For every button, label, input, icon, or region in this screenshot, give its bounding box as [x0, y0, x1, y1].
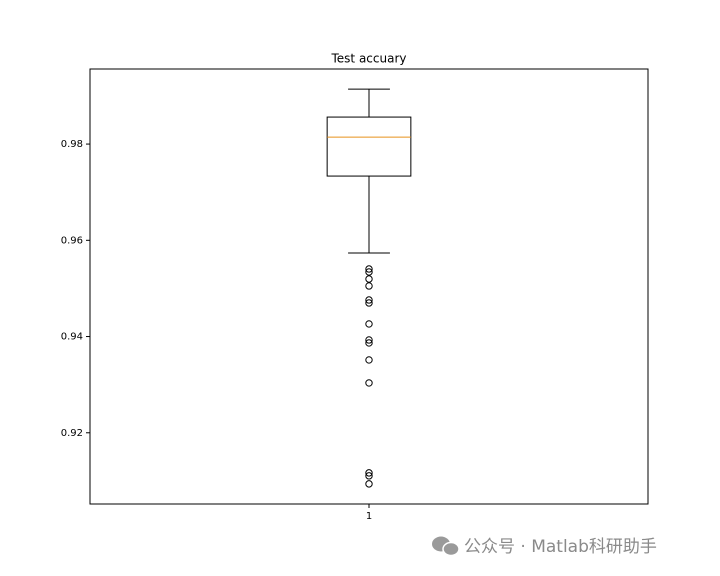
- y-tick-label: 0.94: [61, 332, 83, 343]
- plot-frame: [89, 68, 649, 505]
- watermark: 公众号 · Matlab科研助手: [464, 537, 657, 557]
- watermark-icon: [432, 536, 460, 557]
- flier: [365, 356, 373, 364]
- flier: [365, 379, 373, 387]
- flier: [365, 275, 373, 283]
- flier: [365, 469, 373, 477]
- flier: [365, 480, 373, 488]
- flier: [365, 268, 373, 276]
- flier: [365, 299, 373, 307]
- flier: [365, 320, 373, 328]
- flier: [365, 339, 373, 347]
- flier: [365, 296, 373, 304]
- y-tick-label: 0.92: [61, 428, 83, 439]
- box: [326, 116, 412, 177]
- flier: [365, 472, 373, 480]
- flier: [365, 336, 373, 344]
- y-tick-label: 0.98: [61, 139, 83, 150]
- chart-title: Test accuary: [331, 52, 407, 66]
- flier: [365, 282, 373, 290]
- y-tick-label: 0.96: [61, 235, 83, 246]
- flier: [365, 265, 373, 273]
- x-tick-label: 1: [366, 511, 372, 522]
